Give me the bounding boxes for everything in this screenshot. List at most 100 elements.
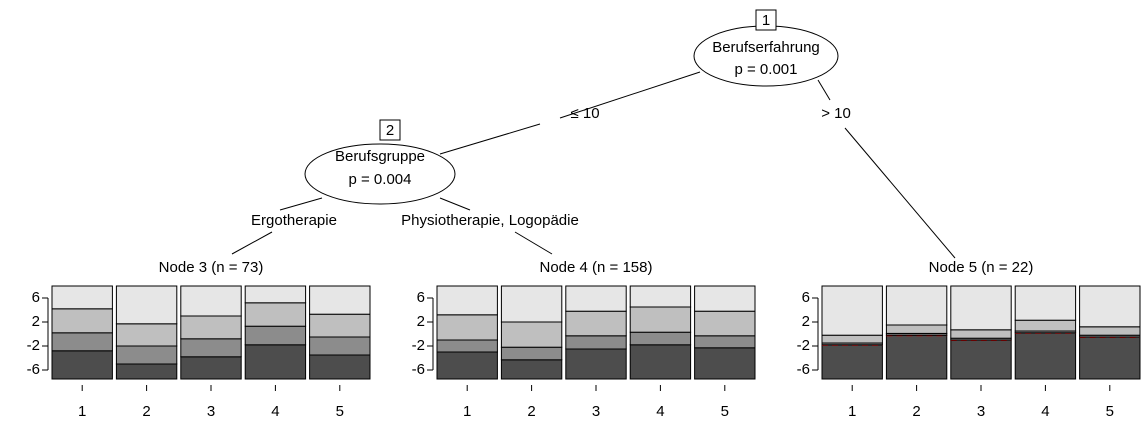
bar-segment: [629, 285, 692, 308]
bar-segment: [1014, 319, 1077, 332]
x-tick-label: 2: [527, 403, 535, 420]
bar-segment: [1079, 336, 1141, 380]
bar-segment: [565, 348, 627, 380]
edge: [817, 79, 831, 101]
bar-segment: [180, 338, 242, 358]
bar-segment: [500, 285, 563, 323]
bar-segment: [436, 351, 498, 380]
x-tick-label: 2: [142, 403, 150, 420]
bar-segment: [694, 347, 756, 380]
bar-segment: [694, 310, 756, 337]
bar-segment: [180, 356, 242, 380]
x-tick-label: 3: [977, 403, 985, 420]
x-tick-label: 1: [463, 403, 471, 420]
bar-segment: [1014, 332, 1077, 380]
bar-segment: [115, 345, 178, 365]
edge: [514, 231, 553, 255]
x-tick-label: 5: [336, 403, 344, 420]
bar-segment: [565, 335, 627, 350]
bar-segment: [565, 310, 627, 337]
x-tick-label: 2: [912, 403, 920, 420]
node-ellipse: [304, 143, 456, 205]
bar-segment: [309, 285, 371, 315]
y-tick-label: 2: [802, 313, 810, 330]
node-label: Berufsgruppe: [335, 148, 425, 165]
bar-segment: [115, 323, 178, 347]
bar-segment: [950, 339, 1012, 380]
x-tick-label: 3: [592, 403, 600, 420]
edge-label: Ergotherapie: [251, 212, 337, 229]
bar-segment: [436, 339, 498, 353]
bar-segment: [180, 315, 242, 340]
bar-segment: [244, 325, 307, 346]
bar-segment: [821, 334, 883, 344]
bar-segment: [309, 313, 371, 338]
bar-segment: [51, 350, 113, 380]
y-tick-label: -2: [797, 337, 810, 354]
bar-segment: [500, 321, 563, 348]
edge-label: ≤ 10: [570, 105, 599, 122]
bar-segment: [1079, 285, 1141, 328]
node-p: p = 0.001: [735, 61, 798, 78]
edge: [439, 123, 541, 155]
x-tick-label: 4: [656, 403, 664, 420]
y-tick-label: -2: [27, 337, 40, 354]
edge: [439, 197, 471, 211]
bar-segment: [115, 285, 178, 325]
node-p: p = 0.004: [349, 171, 412, 188]
y-tick-label: 2: [417, 313, 425, 330]
bar-segment: [309, 336, 371, 356]
bar-segment: [244, 285, 307, 304]
bar-segment: [821, 344, 883, 380]
x-tick-label: 4: [271, 403, 279, 420]
bar-segment: [115, 363, 178, 380]
bar-segment: [885, 334, 948, 380]
bar-segment: [885, 324, 948, 334]
x-tick-label: 5: [721, 403, 729, 420]
bar-segment: [821, 285, 883, 336]
y-tick-label: -6: [797, 361, 810, 378]
node-label: Berufserfahrung: [712, 39, 820, 56]
bar-segment: [180, 285, 242, 317]
bar-segment: [436, 314, 498, 341]
x-tick-label: 4: [1041, 403, 1049, 420]
y-tick-label: -6: [412, 361, 425, 378]
bar-segment: [629, 331, 692, 346]
edge: [559, 71, 701, 119]
y-tick-label: 2: [32, 313, 40, 330]
edge-label: Physiotherapie, Logopädie: [401, 212, 579, 229]
edge: [231, 231, 273, 255]
bar-segment: [244, 302, 307, 327]
leaf-title: Node 5 (n = 22): [929, 259, 1034, 276]
bar-segment: [629, 306, 692, 333]
bar-segment: [1079, 326, 1141, 336]
bar-segment: [629, 344, 692, 380]
bar-segment: [436, 285, 498, 316]
bar-segment: [51, 332, 113, 352]
y-tick-label: -2: [412, 337, 425, 354]
y-tick-label: -6: [27, 361, 40, 378]
y-tick-label: 6: [417, 289, 425, 306]
node-id: 2: [386, 122, 394, 139]
edge-label: > 10: [821, 105, 851, 122]
y-tick-label: 6: [32, 289, 40, 306]
y-tick-label: 6: [802, 289, 810, 306]
node-id: 1: [762, 12, 770, 29]
bar-segment: [694, 335, 756, 349]
edge: [844, 127, 956, 259]
x-tick-label: 1: [78, 403, 86, 420]
leaf-title: Node 4 (n = 158): [540, 259, 653, 276]
node-id-box: [755, 9, 777, 31]
bar-segment: [309, 354, 371, 380]
bar-segment: [885, 285, 948, 326]
leaf-title: Node 3 (n = 73): [159, 259, 264, 276]
bar-segment: [565, 285, 627, 312]
x-tick-label: 1: [848, 403, 856, 420]
bar-segment: [1014, 285, 1077, 321]
bar-segment: [244, 344, 307, 380]
bar-segment: [51, 308, 113, 334]
edge: [279, 197, 323, 211]
bar-segment: [950, 285, 1012, 331]
bar-segment: [500, 346, 563, 361]
